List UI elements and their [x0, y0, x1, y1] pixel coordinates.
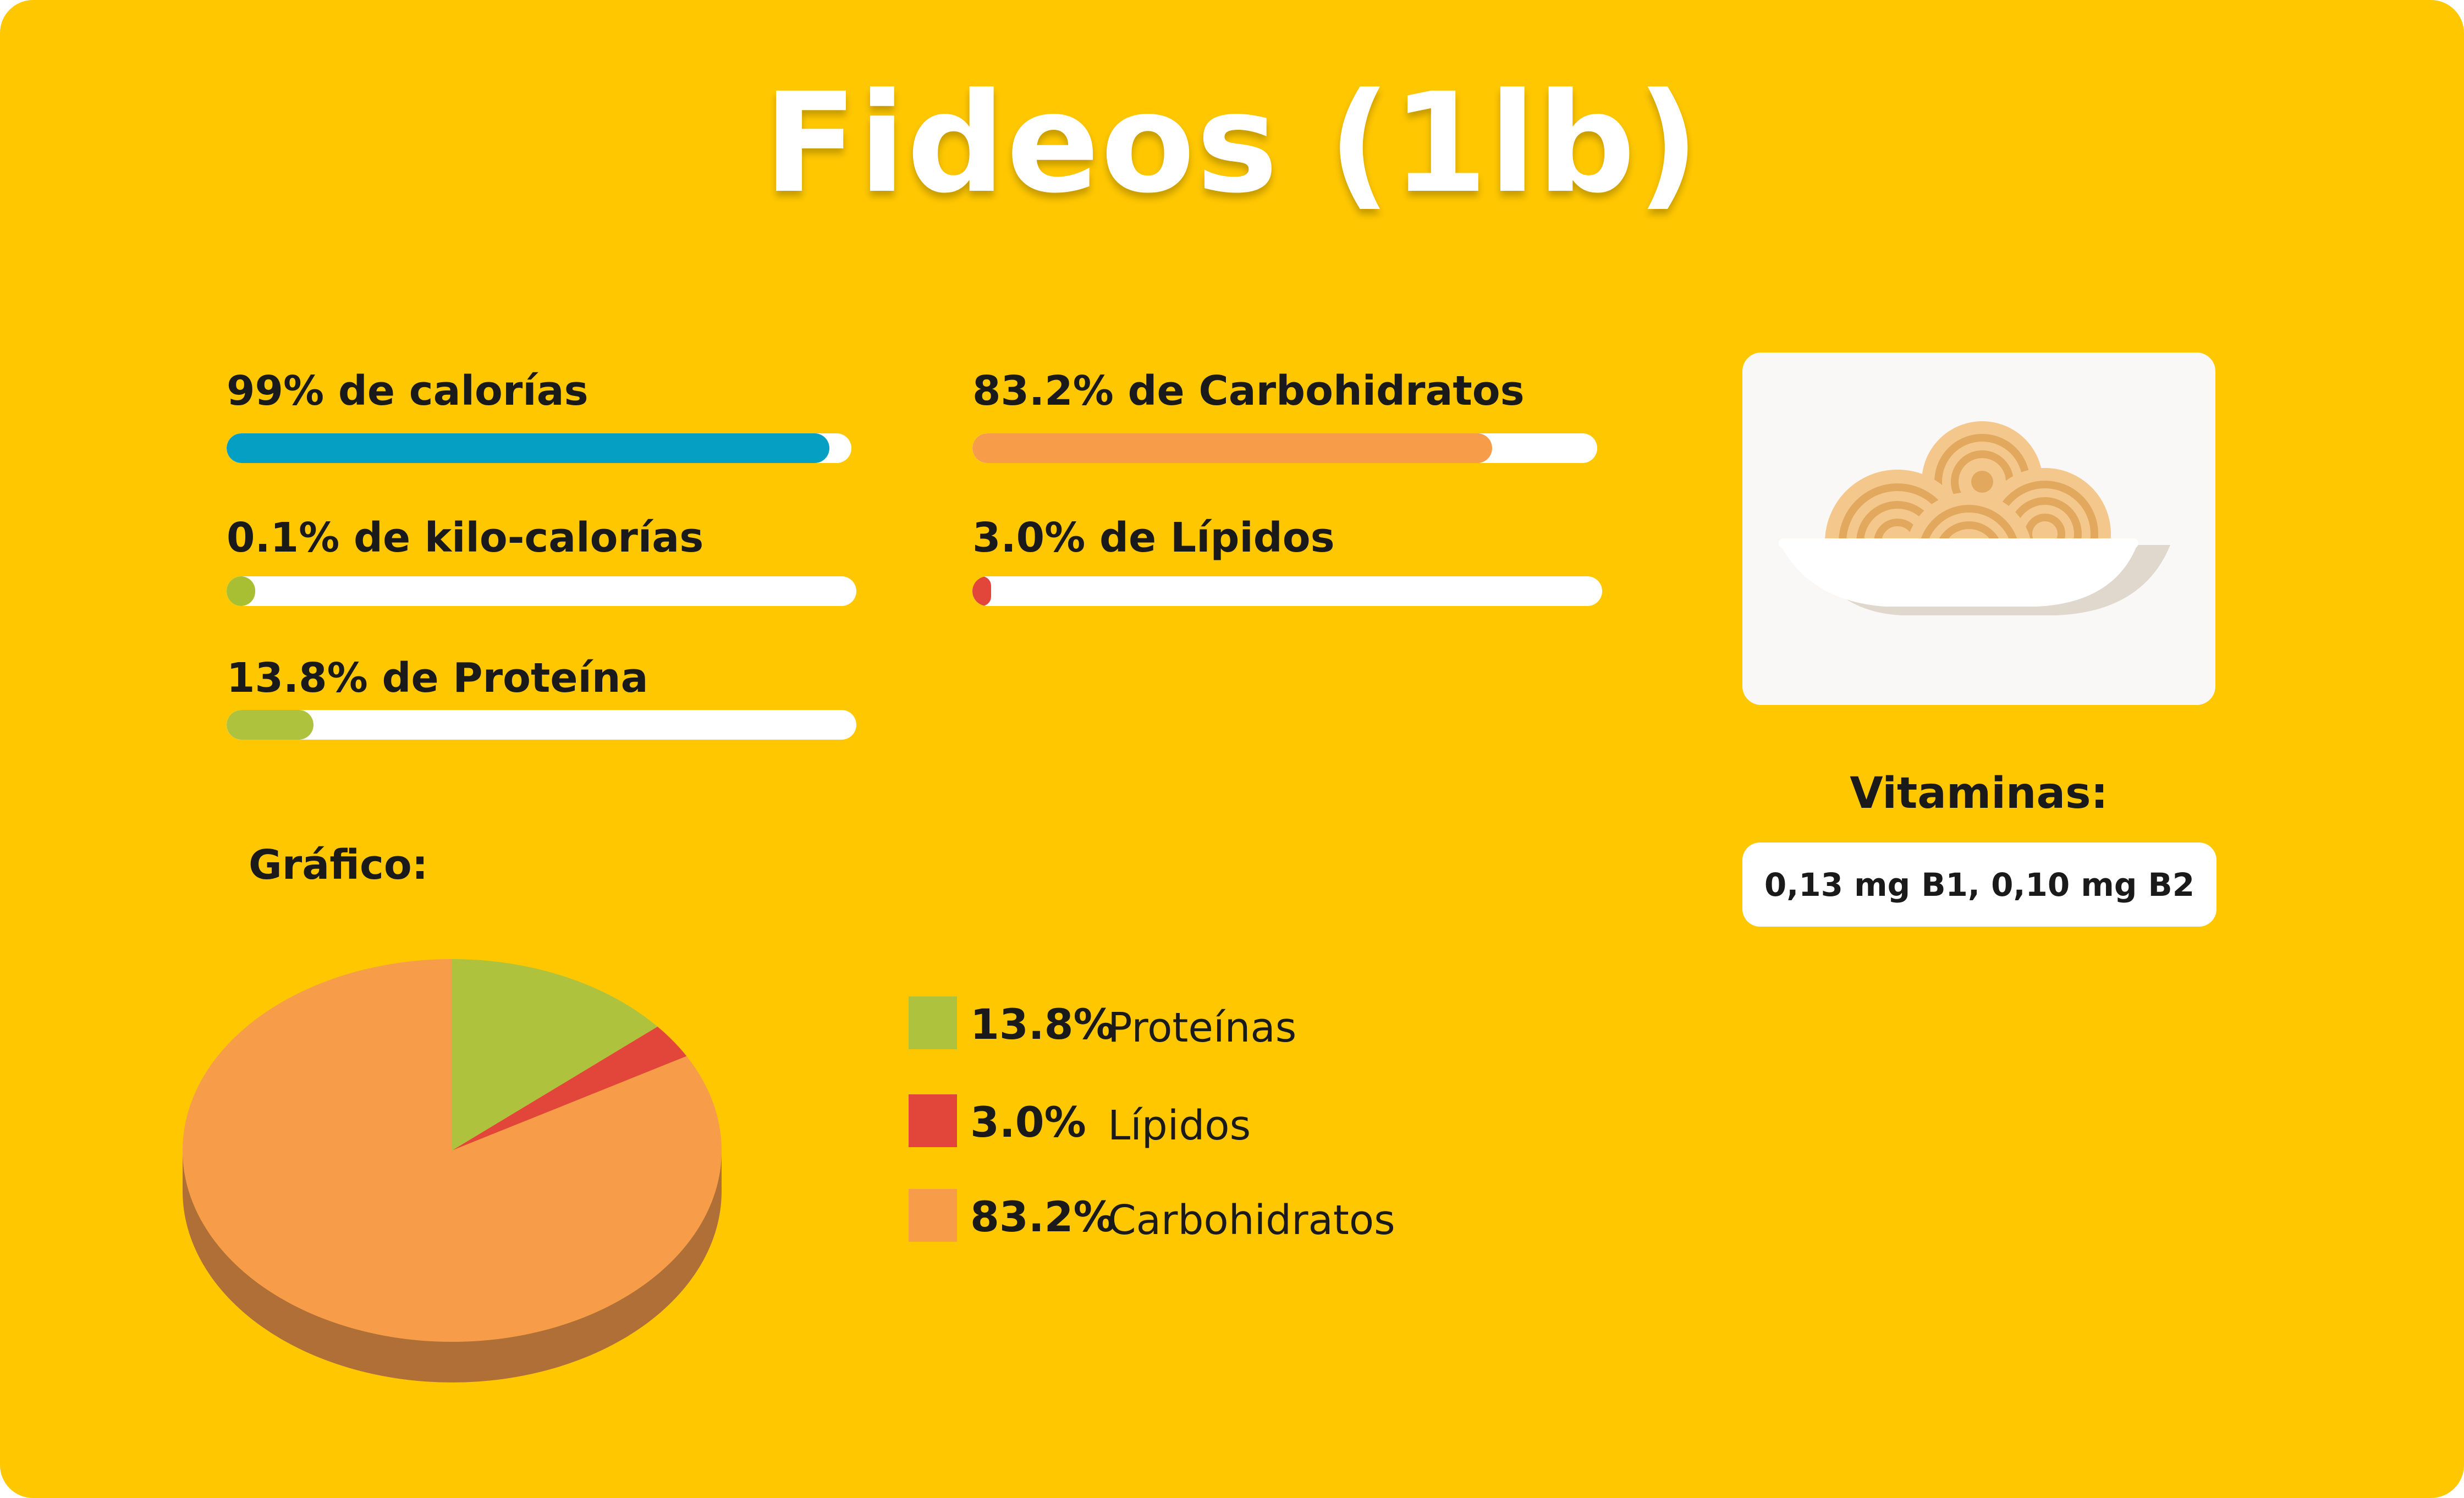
lipids-bar-fill: [972, 576, 992, 606]
pie-side: [183, 1150, 722, 1383]
carbohydrates-bar: [972, 433, 1597, 463]
protein-label: 13.8% de Proteína: [227, 654, 648, 702]
carbohydrates-label: 83.2% de Carbohidratos: [972, 367, 1525, 415]
legend-label-proteins: Proteínas: [1108, 1004, 1297, 1051]
lipids-bar: [972, 576, 1602, 606]
legend-label-carbohydrates: Carbohidratos: [1108, 1197, 1395, 1244]
calories-bar: [227, 433, 851, 463]
spaghetti-plate-icon: [1779, 421, 2170, 615]
legend-value-proteins: 13.8%: [970, 1000, 1115, 1049]
lipids-label: 3.0% de Lípidos: [972, 514, 1335, 561]
legend-label-lipids: Lípidos: [1108, 1102, 1251, 1149]
kilocalories-bar-fill: [227, 576, 255, 606]
food-image: [1742, 353, 2215, 705]
calories-bar-fill: [227, 433, 830, 463]
kilocalories-label: 0.1% de kilo-calorías: [227, 514, 704, 561]
vitamins-value: 0,13 mg B1, 0,10 mg B2: [1764, 866, 2195, 904]
chart-title: Gráfico:: [249, 841, 428, 889]
pie-slice-carbohydrates: [182, 959, 722, 1342]
carbohydrates-bar-fill: [972, 433, 1493, 463]
legend-swatch-carbohydrates: [909, 1189, 957, 1242]
legend-value-carbohydrates: 83.2%: [970, 1192, 1115, 1241]
legend-swatch-proteins: [909, 996, 957, 1049]
legend-swatch-lipids: [909, 1094, 957, 1147]
protein-bar: [227, 710, 856, 740]
vitamins-box: 0,13 mg B1, 0,10 mg B2: [1742, 842, 2216, 927]
protein-bar-fill: [227, 710, 314, 740]
calories-label: 99% de calorías: [227, 367, 588, 415]
pie-chart: [182, 959, 722, 1383]
pie-slice-lipids: [452, 1026, 687, 1150]
pie-slice-proteins: [452, 959, 658, 1150]
vitamins-title: Vitaminas:: [1850, 769, 2108, 818]
page-title: Fideos (1lb): [763, 63, 1701, 223]
legend-value-lipids: 3.0%: [970, 1098, 1086, 1147]
kilocalories-bar: [227, 576, 856, 606]
